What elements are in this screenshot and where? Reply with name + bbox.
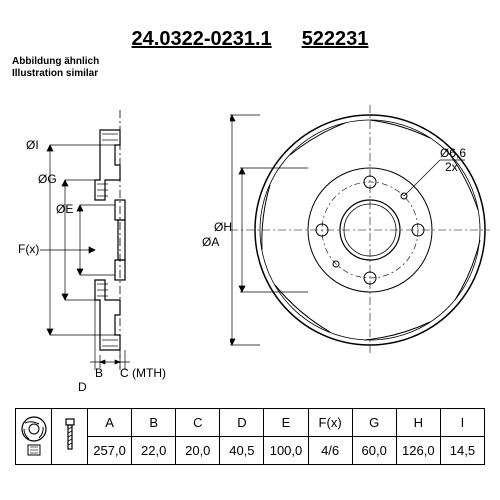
dimension-table: A B C D E F(x) G H I 257,0 22,0 20,0 40,… bbox=[15, 408, 485, 465]
val-d: 40,5 bbox=[220, 437, 264, 465]
part-number: 24.0322-0231.1 bbox=[132, 28, 272, 50]
col-d: D bbox=[220, 409, 264, 437]
bolt-icon bbox=[57, 415, 83, 459]
side-cross-section: ØI ØG ØE F(x) B D C (MTH) bbox=[20, 110, 170, 350]
dim-label-f: F(x) bbox=[18, 242, 39, 256]
dim-label-e: ØE bbox=[56, 202, 73, 216]
dim-label-h: ØH bbox=[214, 220, 232, 234]
val-g: 60,0 bbox=[352, 437, 396, 465]
note-line-de: Abbildung ähnlich bbox=[12, 56, 99, 68]
val-i: 14,5 bbox=[440, 437, 484, 465]
technical-diagram: ØI ØG ØE F(x) B D C (MTH) bbox=[0, 70, 500, 380]
part-header: 24.0322-0231.1 522231 bbox=[0, 28, 500, 51]
val-a: 257,0 bbox=[88, 437, 132, 465]
col-f: F(x) bbox=[308, 409, 352, 437]
bolt-icon-cell bbox=[52, 409, 88, 465]
short-code: 522231 bbox=[302, 28, 369, 50]
col-a: A bbox=[88, 409, 132, 437]
dim-label-i: ØI bbox=[26, 138, 39, 152]
val-c: 20,0 bbox=[176, 437, 220, 465]
val-f: 4/6 bbox=[308, 437, 352, 465]
dim-label-hole-count: 2x bbox=[445, 160, 458, 174]
dim-label-c: C (MTH) bbox=[120, 366, 166, 380]
dim-label-g: ØG bbox=[38, 172, 57, 186]
dim-label-a: ØA bbox=[202, 235, 219, 249]
val-e: 100,0 bbox=[264, 437, 308, 465]
val-h: 126,0 bbox=[396, 437, 440, 465]
dim-label-d: D bbox=[78, 380, 87, 394]
table-header-row: A B C D E F(x) G H I bbox=[16, 409, 485, 437]
col-c: C bbox=[176, 409, 220, 437]
col-i: I bbox=[440, 409, 484, 437]
col-g: G bbox=[352, 409, 396, 437]
val-b: 22,0 bbox=[132, 437, 176, 465]
disc-type-icon bbox=[19, 415, 49, 459]
front-face-view: ØH ØA Ø6,6 2x bbox=[230, 90, 490, 350]
col-h: H bbox=[396, 409, 440, 437]
col-b: B bbox=[132, 409, 176, 437]
disc-type-icon-cell bbox=[16, 409, 52, 465]
col-e: E bbox=[264, 409, 308, 437]
dim-label-b: B bbox=[95, 366, 103, 380]
dim-label-hole: Ø6,6 bbox=[440, 146, 466, 160]
